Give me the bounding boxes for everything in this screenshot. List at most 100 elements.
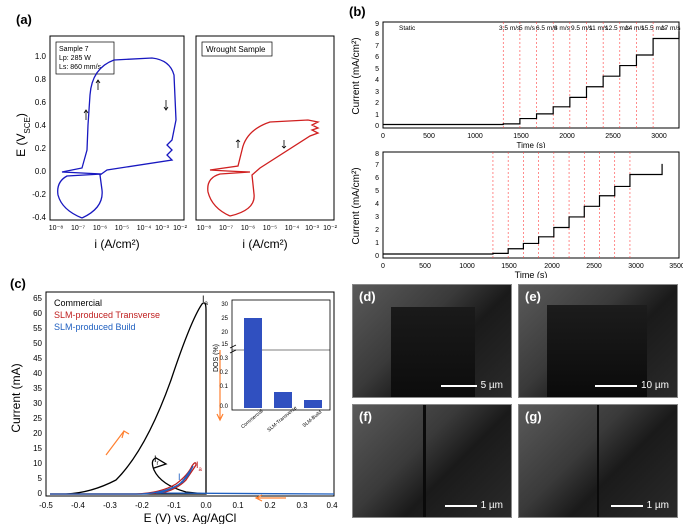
sem-d: (d) 5 µm xyxy=(352,284,512,398)
panel-a-left-yticks: -0.4 -0.2 0.0 0.2 0.4 0.6 0.8 1.0 xyxy=(32,52,46,222)
panel-b-bot-xlabel: Time (s) xyxy=(515,270,548,278)
svg-text:15: 15 xyxy=(33,444,42,453)
svg-text:60: 60 xyxy=(33,309,42,318)
svg-text:2000: 2000 xyxy=(544,263,560,270)
sem-d-label: (d) xyxy=(359,289,376,304)
svg-text:0: 0 xyxy=(38,489,43,498)
legend-commercial: Commercial xyxy=(54,298,102,308)
svg-text:7: 7 xyxy=(375,43,379,50)
svg-text:2: 2 xyxy=(375,227,379,234)
svg-text:3000: 3000 xyxy=(628,263,644,270)
svg-text:3000: 3000 xyxy=(651,133,667,140)
panel-a-right-chart: Wrought Sample 10⁻⁸ 10⁻⁷ 10⁻⁶ 10⁻⁵ 10⁻⁴ … xyxy=(190,30,340,260)
svg-text:10⁻³: 10⁻³ xyxy=(155,225,169,232)
panel-c-yticks: 0 5 10 15 20 25 30 35 40 45 50 55 60 65 xyxy=(33,294,42,498)
svg-text:10⁻⁵: 10⁻⁵ xyxy=(115,225,129,232)
panel-b-top-chart: Static 3.5 m/s 5 m/s 6.5 m/s 8 m/s 9.5 m… xyxy=(349,18,683,148)
legend-slm-t: SLM-produced Transverse xyxy=(54,310,160,320)
svg-text:500: 500 xyxy=(423,133,435,140)
sem-f-label: (f) xyxy=(359,409,372,424)
panel-a-left-xticks: 10⁻⁸ 10⁻⁷ 10⁻⁶ 10⁻⁵ 10⁻⁴ 10⁻³ 10⁻² xyxy=(49,225,188,232)
svg-text:25: 25 xyxy=(33,414,42,423)
panel-c-ylabel: Current (mA) xyxy=(9,363,23,432)
svg-text:10⁻⁸: 10⁻⁸ xyxy=(197,225,211,232)
svg-text:10⁻⁶: 10⁻⁶ xyxy=(93,225,107,232)
svg-text:0.2: 0.2 xyxy=(264,501,276,510)
sample-box-line2: Lp: 285 W xyxy=(59,55,91,62)
panel-b-top-ylabel: Current (mA/cm²) xyxy=(351,37,362,114)
svg-text:5: 5 xyxy=(38,474,43,483)
svg-text:4: 4 xyxy=(375,201,379,208)
svg-text:65: 65 xyxy=(33,294,42,303)
svg-text:4: 4 xyxy=(375,77,379,84)
svg-text:10⁻⁵: 10⁻⁵ xyxy=(263,225,277,232)
svg-text:0.2: 0.2 xyxy=(220,370,229,376)
svg-text:-0.4: -0.4 xyxy=(32,213,46,222)
svg-text:0: 0 xyxy=(375,253,379,260)
svg-text:-0.2: -0.2 xyxy=(32,190,46,199)
svg-text:2500: 2500 xyxy=(605,133,621,140)
panel-b-bot-yticks: 0 1 2 3 4 5 6 7 8 xyxy=(375,151,379,260)
svg-text:6: 6 xyxy=(375,175,379,182)
svg-text:2000: 2000 xyxy=(559,133,575,140)
svg-text:Static: Static xyxy=(399,25,416,32)
panel-b-bottom-chart: 0 1 2 3 4 5 6 7 8 0 500 1000 1500 2000 2… xyxy=(349,148,683,278)
sem-f-scale: 1 µm xyxy=(481,500,503,511)
svg-text:8 m/s: 8 m/s xyxy=(554,25,571,32)
svg-text:0.3: 0.3 xyxy=(296,501,308,510)
svg-text:0.1: 0.1 xyxy=(220,384,229,390)
svg-text:5 m/s: 5 m/s xyxy=(519,25,536,32)
panel-b-bot-xticks: 0 500 1000 1500 2000 2500 3000 3500 xyxy=(381,263,683,270)
svg-text:3.5 m/s: 3.5 m/s xyxy=(499,25,521,32)
svg-text:1: 1 xyxy=(375,112,379,119)
svg-text:6: 6 xyxy=(375,54,379,61)
panel-a-left-ylabel: E (VSCE) xyxy=(14,113,32,157)
svg-text:-0.3: -0.3 xyxy=(103,501,117,510)
sem-g-scale: 1 µm xyxy=(647,500,669,511)
sample-box-line3: Ls: 860 mm/s xyxy=(59,64,102,71)
svg-text:-0.4: -0.4 xyxy=(71,501,85,510)
svg-text:1500: 1500 xyxy=(513,133,529,140)
svg-text:0.3: 0.3 xyxy=(220,356,229,362)
svg-text:10: 10 xyxy=(33,459,42,468)
svg-text:0.1: 0.1 xyxy=(232,501,244,510)
sem-e-label: (e) xyxy=(525,289,541,304)
svg-text:10⁻³: 10⁻³ xyxy=(305,225,319,232)
svg-text:10⁻⁸: 10⁻⁸ xyxy=(49,225,63,232)
svg-text:30: 30 xyxy=(221,302,228,308)
svg-text:5: 5 xyxy=(375,188,379,195)
panel-c-xticks: -0.5 -0.4 -0.3 -0.2 -0.1 0.0 0.1 0.2 0.3… xyxy=(39,501,338,510)
svg-text:-0.1: -0.1 xyxy=(167,501,181,510)
svg-text:0: 0 xyxy=(381,263,385,270)
svg-text:500: 500 xyxy=(419,263,431,270)
svg-text:40: 40 xyxy=(33,369,42,378)
panel-c-chart: Commercial SLM-produced Transverse SLM-p… xyxy=(6,280,342,524)
svg-text:25: 25 xyxy=(221,316,228,322)
panel-b-bot-ylabel: Current (mA/cm²) xyxy=(351,167,362,244)
svg-text:20: 20 xyxy=(33,429,42,438)
panel-b-top-xticks: 0 500 1000 1500 2000 2500 3000 xyxy=(381,133,667,140)
svg-text:DOS (%): DOS (%) xyxy=(213,344,220,372)
svg-text:30: 30 xyxy=(33,399,42,408)
svg-text:3: 3 xyxy=(375,89,379,96)
svg-text:0: 0 xyxy=(375,123,379,130)
svg-text:10⁻²: 10⁻² xyxy=(173,225,187,232)
svg-text:10⁻⁴: 10⁻⁴ xyxy=(285,225,300,232)
svg-text:0.4: 0.4 xyxy=(35,121,47,130)
svg-text:1000: 1000 xyxy=(459,263,475,270)
svg-text:0.2: 0.2 xyxy=(35,144,47,153)
panel-a-left-xlabel: i (A/cm²) xyxy=(94,237,139,251)
svg-text:45: 45 xyxy=(33,354,42,363)
sem-f: (f) 1 µm xyxy=(352,404,512,518)
panel-a-right-xticks: 10⁻⁸ 10⁻⁷ 10⁻⁶ 10⁻⁵ 10⁻⁴ 10⁻³ 10⁻² xyxy=(197,225,338,232)
panel-b-top-xlabel: Time (s) xyxy=(516,141,545,148)
svg-text:10⁻²: 10⁻² xyxy=(323,225,337,232)
panel-b-label: (b) xyxy=(349,4,366,19)
svg-text:0.0: 0.0 xyxy=(200,501,212,510)
svg-text:17 m/s: 17 m/s xyxy=(661,25,681,32)
svg-text:1500: 1500 xyxy=(501,263,517,270)
sem-e-scale: 10 µm xyxy=(641,380,669,391)
svg-text:1000: 1000 xyxy=(467,133,483,140)
svg-text:35: 35 xyxy=(33,384,42,393)
panel-a-right-xlabel: i (A/cm²) xyxy=(242,237,287,251)
